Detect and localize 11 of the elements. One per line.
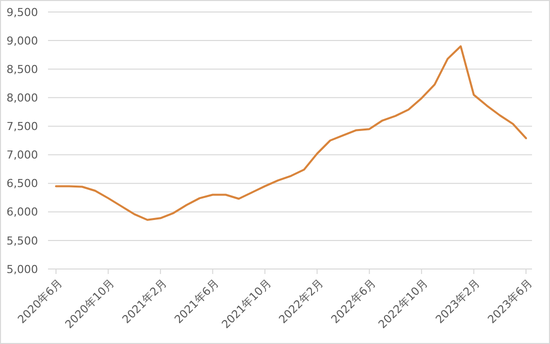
y-tick-label: 7,000: [6, 148, 38, 162]
line-series: [55, 45, 527, 221]
y-tick-label: 5,000: [6, 262, 38, 276]
y-tick-label: 5,500: [6, 234, 38, 248]
y-tick-label: 6,000: [6, 206, 38, 219]
y-tick-label: 7,500: [6, 120, 38, 134]
y-tick-label: 9,000: [6, 34, 38, 48]
y-tick-label: 8,500: [6, 62, 38, 76]
y-tick-label: 8,000: [6, 92, 38, 105]
y-tick-label: 6,500: [6, 177, 38, 190]
y-tick-label: 9,500: [6, 6, 38, 19]
